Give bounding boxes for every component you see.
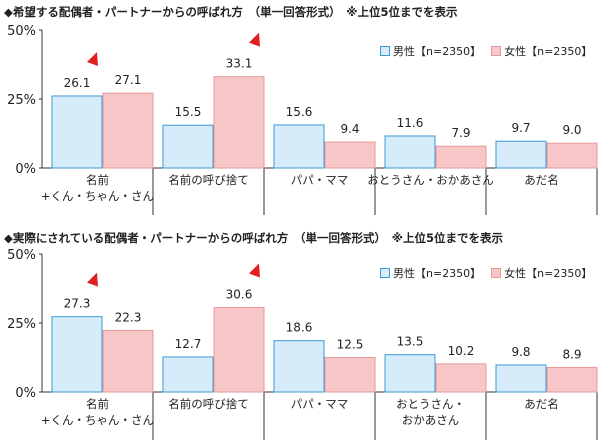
chart2-bar-male — [51, 316, 103, 393]
chart2-data-label: 12.7 — [175, 337, 202, 351]
chart2-bar-female — [435, 363, 487, 393]
chart1-data-label: 9.0 — [562, 123, 581, 137]
chart1-category-label: おとうさん・おかあさん — [367, 173, 494, 187]
chart2-y-tick-label: 25% — [7, 317, 36, 332]
chart2-bar-female — [546, 366, 598, 393]
chart2-highlight-marker-icon — [87, 272, 98, 287]
chart2-data-label: 10.2 — [448, 344, 475, 358]
chart2-data-label: 13.5 — [397, 335, 424, 349]
chart2-bar-male — [162, 356, 214, 393]
chart2-category-label: 名前 — [86, 397, 109, 411]
chart1-bar-female — [435, 145, 487, 169]
chart1-bar-female — [324, 141, 376, 169]
chart2-category-label: +くん・ちゃん・さん — [41, 413, 154, 427]
chart1-legend: 男性【n=2350】 女性【n=2350】 — [380, 43, 592, 59]
chart1-data-label: 9.4 — [340, 122, 359, 136]
chart1-legend-male-swatch — [380, 46, 390, 56]
chart2-legend-male-swatch — [380, 268, 390, 278]
chart1-legend-male: 男性【n=2350】 — [380, 43, 481, 59]
chart2-y-tick-label: 0% — [15, 386, 36, 401]
chart2-data-label: 9.8 — [511, 345, 530, 359]
chart1-data-label: 15.6 — [286, 105, 313, 119]
chart1-bar-male — [51, 95, 103, 169]
chart1-data-label: 11.6 — [397, 116, 424, 130]
chart2-bar-male — [495, 364, 547, 393]
chart2-data-label: 18.6 — [286, 321, 313, 335]
chart1-bar-female — [102, 92, 154, 169]
chart1-category-label: +くん・ちゃん・さん — [41, 189, 154, 203]
chart1-data-label: 26.1 — [64, 76, 91, 90]
chart2-bar-male — [384, 354, 436, 393]
chart1-category-label: 名前の呼び捨て — [168, 173, 249, 187]
chart2-category-label: おとうさん・ — [396, 397, 465, 411]
chart2-legend-male: 男性【n=2350】 — [380, 265, 481, 281]
chart2-legend-female: 女性【n=2350】 — [491, 265, 592, 281]
chart1-bar-female — [213, 76, 265, 169]
chart2-category-label: おかあさん — [402, 413, 460, 427]
chart2-category-label: 名前の呼び捨て — [168, 397, 249, 411]
chart1-legend-male-label: 男性【n=2350】 — [393, 45, 482, 58]
chart1-data-label: 7.9 — [451, 126, 470, 140]
chart1-legend-female-swatch — [491, 46, 502, 56]
chart1-data-label: 27.1 — [115, 73, 142, 87]
chart1-category-label: パパ・ママ — [291, 173, 349, 187]
chart1-data-label: 33.1 — [226, 57, 253, 71]
chart2-bar-female — [102, 329, 154, 393]
chart2-category-label: あだ名 — [524, 397, 559, 411]
chart1-data-label: 15.5 — [175, 105, 202, 119]
chart1-bar-female — [546, 142, 598, 169]
chart1-data-label: 9.7 — [511, 121, 530, 135]
chart2-bar-male — [273, 340, 325, 393]
chart2-data-label: 27.3 — [64, 297, 91, 311]
chart2-data-label: 22.3 — [115, 310, 142, 324]
chart2-data-label: 30.6 — [226, 288, 253, 302]
chart1-y-tick-label: 50% — [7, 24, 36, 39]
chart1-legend-female: 女性【n=2350】 — [491, 43, 592, 59]
chart1-y-tick-label: 25% — [7, 93, 36, 108]
chart2-data-label: 12.5 — [337, 338, 364, 352]
chart1-bar-male — [162, 124, 214, 169]
chart1-title: ◆希望する配偶者・パートナーからの呼ばれ方 （単一回答形式） ※上位5位までを表… — [4, 5, 458, 19]
chart1-category-label: 名前 — [86, 173, 109, 187]
chart1-bar-male — [384, 135, 436, 169]
chart1-highlight-marker-icon — [249, 32, 260, 47]
chart2-legend-female-label: 女性【n=2350】 — [504, 267, 593, 280]
chart2-legend-male-label: 男性【n=2350】 — [393, 267, 482, 280]
chart2-data-label: 8.9 — [562, 347, 581, 361]
chart2-bar-female — [213, 307, 265, 393]
chart2-bar-female — [324, 357, 376, 393]
chart1-category-label: あだ名 — [524, 173, 559, 187]
chart2-legend: 男性【n=2350】 女性【n=2350】 — [380, 265, 592, 281]
chart2-y-tick-label: 50% — [7, 248, 36, 263]
chart2-highlight-marker-icon — [249, 263, 260, 278]
chart1-highlight-marker-icon — [87, 51, 98, 66]
chart1-y-tick-label: 0% — [15, 162, 36, 177]
chart1-bar-male — [495, 140, 547, 169]
chart2-category-label: パパ・ママ — [291, 397, 349, 411]
chart1-legend-female-label: 女性【n=2350】 — [504, 45, 593, 58]
chart2-title: ◆実際にされている配偶者・パートナーからの呼ばれ方 （単一回答形式） ※上位5位… — [4, 231, 503, 245]
chart1-bar-male — [273, 124, 325, 169]
chart2-legend-female-swatch — [491, 268, 502, 278]
